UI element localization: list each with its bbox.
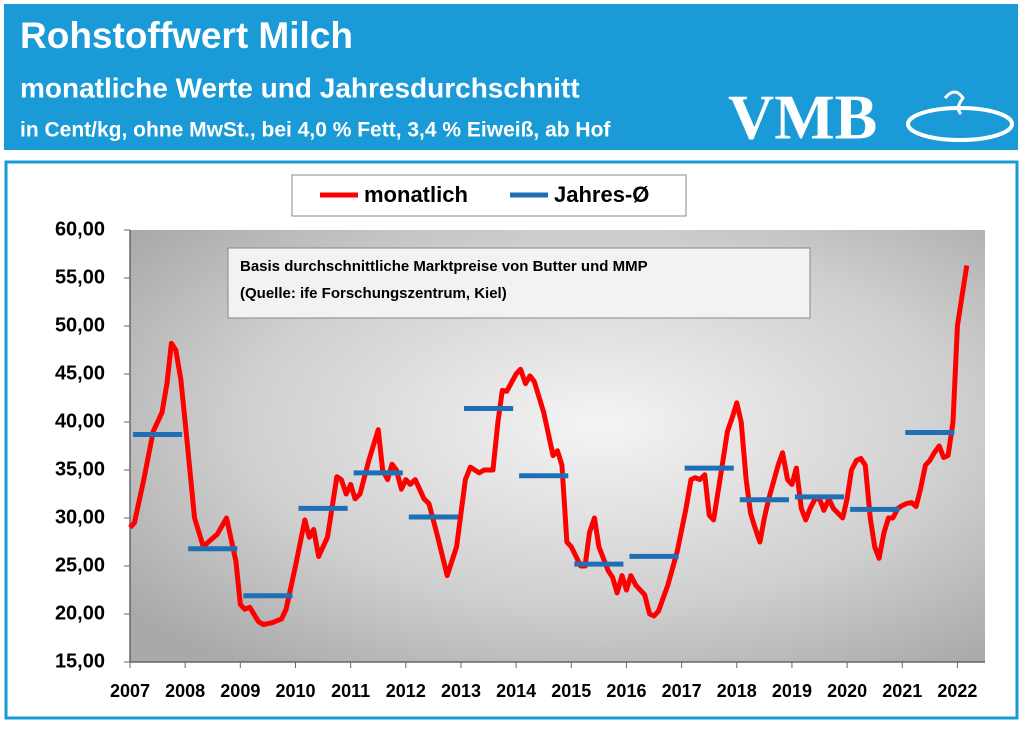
y-tick-label: 40,00 [55, 410, 105, 432]
x-tick-label: 2014 [496, 681, 536, 701]
y-tick-label: 30,00 [55, 506, 105, 528]
annotation: Basis durchschnittliche Marktpreise von … [240, 258, 648, 275]
x-tick-label: 2018 [717, 681, 757, 701]
x-tick-label: 2020 [827, 681, 867, 701]
x-tick-label: 2016 [606, 681, 646, 701]
x-tick-label: 2021 [882, 681, 922, 701]
x-tick-label: 2015 [551, 681, 591, 701]
legend-label: Jahres-Ø [554, 182, 649, 207]
x-tick-label: 2013 [441, 681, 481, 701]
annotation: (Quelle: ife Forschungszentrum, Kiel) [240, 285, 507, 302]
x-tick-label: 2007 [110, 681, 150, 701]
x-tick-label: 2008 [165, 681, 205, 701]
x-tick-label: 2022 [937, 681, 977, 701]
y-tick-label: 15,00 [55, 650, 105, 672]
monthly-line [128, 265, 970, 628]
y-tick-label: 25,00 [55, 554, 105, 576]
header-band [4, 4, 1018, 150]
subtitle: monatliche Werte und Jahresdurchschnitt [20, 72, 580, 103]
legend-label: monatlich [364, 182, 468, 207]
y-tick-label: 35,00 [55, 458, 105, 480]
y-tick-label: 55,00 [55, 266, 105, 288]
logo-swirl [906, 106, 1014, 142]
x-tick-label: 2011 [331, 681, 370, 701]
x-tick-label: 2017 [662, 681, 702, 701]
x-tick-label: 2010 [275, 681, 315, 701]
x-tick-label: 2012 [386, 681, 426, 701]
logo-drop [943, 90, 965, 116]
logo: VMB [728, 82, 877, 153]
x-tick-label: 2009 [220, 681, 260, 701]
y-tick-label: 60,00 [55, 218, 105, 240]
x-tick-label: 2019 [772, 681, 812, 701]
y-tick-label: 20,00 [55, 602, 105, 624]
title: Rohstoffwert Milch [20, 15, 353, 56]
annotation-box [227, 247, 811, 319]
unit-note: in Cent/kg, ohne MwSt., bei 4,0 % Fett, … [20, 119, 611, 142]
y-tick-label: 45,00 [55, 362, 105, 384]
y-tick-label: 50,00 [55, 314, 105, 336]
